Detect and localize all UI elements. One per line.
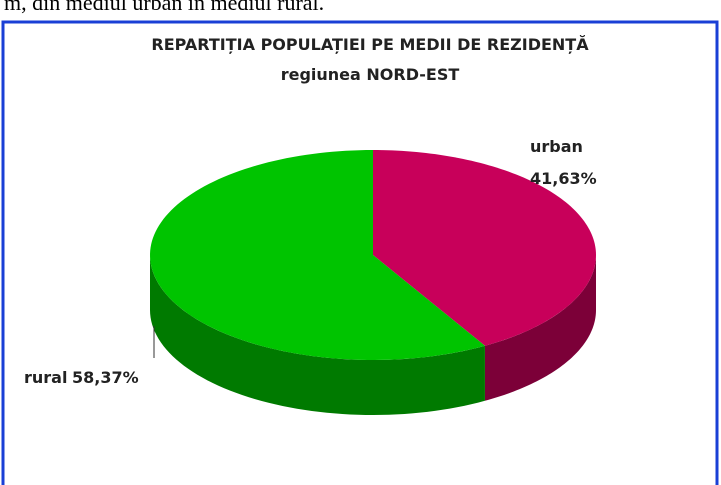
pie xyxy=(150,150,596,415)
value-label: 58,37% xyxy=(72,368,139,387)
document-text: m, din mediul urban în mediul rural. xyxy=(4,0,324,15)
category-label: urban xyxy=(530,137,583,156)
slice-side xyxy=(150,255,485,415)
value-label: 41,63% xyxy=(530,169,597,188)
category-label: rural xyxy=(24,368,67,387)
slice xyxy=(150,150,485,360)
slice-side xyxy=(484,255,596,401)
chart-title: REPARTIȚIA POPULAȚIEI PE MEDII DE REZIDE… xyxy=(151,35,589,54)
slice xyxy=(373,150,596,346)
chart-subtitle: regiunea NORD-EST xyxy=(281,65,460,84)
